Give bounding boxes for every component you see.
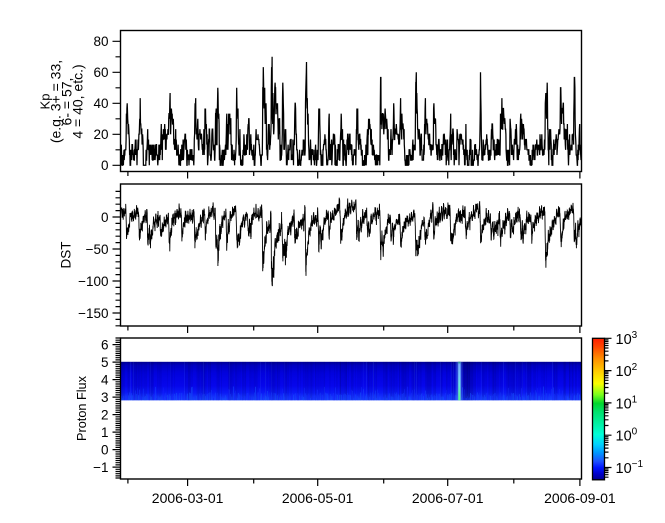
svg-text:2006-09-01: 2006-09-01 [544,490,616,506]
svg-text:20: 20 [93,127,108,142]
svg-text:Kp: Kp [38,94,53,110]
svg-text:−100: −100 [78,274,108,289]
svg-text:0: 0 [101,442,109,457]
svg-text:3: 3 [101,390,109,405]
svg-text:2006-07-01: 2006-07-01 [412,490,484,506]
svg-text:2006-03-01: 2006-03-01 [152,490,224,506]
svg-text:6- = 57,: 6- = 57, [59,78,75,126]
svg-text:60: 60 [93,65,108,80]
svg-text:5: 5 [101,355,109,370]
svg-text:40: 40 [93,96,108,111]
svg-text:−150: −150 [78,306,108,321]
svg-text:−1: −1 [93,460,108,475]
svg-text:2: 2 [101,407,109,422]
svg-text:0: 0 [101,158,109,173]
svg-text:−50: −50 [86,242,109,257]
svg-text:2006-05-01: 2006-05-01 [282,490,354,506]
svg-text:80: 80 [93,34,108,49]
svg-text:4 = 40, etc.): 4 = 40, etc.) [70,64,86,138]
svg-text:0: 0 [101,210,109,225]
svg-text:Proton Flux: Proton Flux [75,375,89,441]
svg-text:4: 4 [101,372,109,387]
svg-text:6: 6 [101,337,109,352]
svg-text:1: 1 [101,425,109,440]
svg-text:(e.g. 3+ = 33,: (e.g. 3+ = 33, [48,60,64,143]
svg-text:DST: DST [59,242,74,269]
